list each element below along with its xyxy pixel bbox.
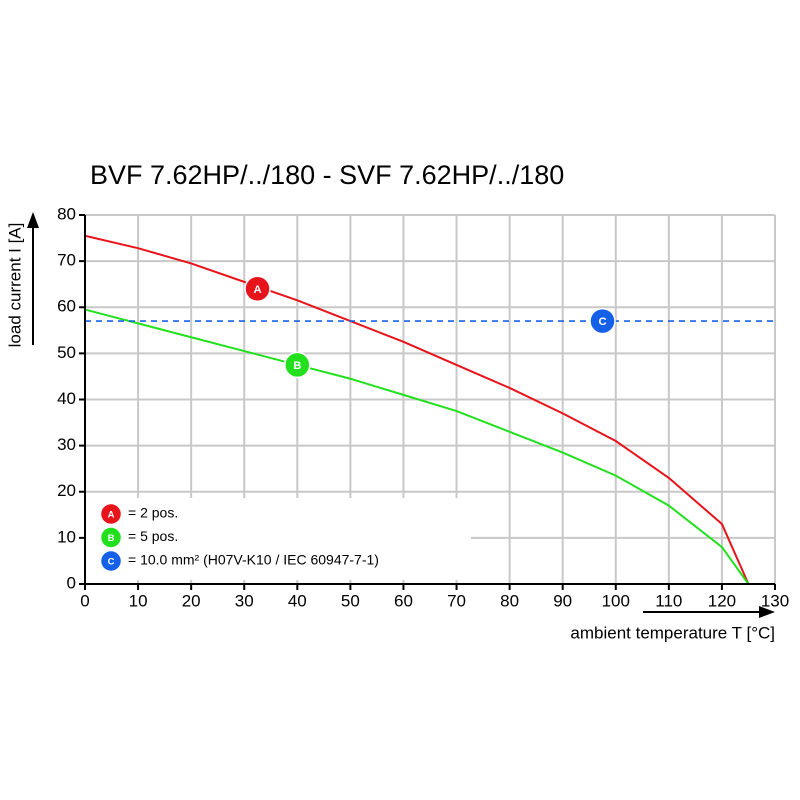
badge: B [99, 526, 123, 549]
y-tick-label: 30 [57, 435, 76, 454]
y-tick-label: 60 [57, 297, 76, 316]
legend-label: = 2 pos. [128, 505, 178, 521]
badge-circle [284, 351, 311, 379]
x-tick-label: 130 [761, 591, 789, 610]
x-axis-label: ambient temperature T [°C] [570, 623, 775, 642]
legend-label: = 5 pos. [128, 528, 178, 544]
plot: A A = 2 pos. B B = 5 pos. C C = 10.0 mm² (H07V-K… [84, 234, 775, 585]
x-tick-label: 30 [235, 591, 254, 610]
badge: A [99, 502, 123, 526]
badge-circle [99, 526, 123, 549]
x-tick-label: 110 [655, 591, 682, 610]
x-tick-label: 40 [288, 591, 307, 610]
badge: A [244, 275, 271, 303]
y-tick-label: 40 [57, 389, 76, 408]
x-tick-label: 60 [394, 591, 413, 610]
badge: B [284, 351, 311, 379]
x-tick-label: 100 [602, 591, 630, 610]
x-tick-label: 0 [80, 591, 89, 610]
badge-circle [244, 275, 271, 303]
x-tick-label: 90 [553, 591, 572, 610]
y-tick-label: 70 [57, 251, 76, 270]
y-tick-label: 50 [57, 343, 76, 362]
badge-label: B [293, 360, 301, 372]
badge-label: C [598, 316, 606, 328]
x-tick-label: 70 [447, 591, 466, 610]
badge-circle [99, 549, 123, 573]
y-axis-label: load current I [A] [5, 223, 24, 348]
y-arrow-head [27, 212, 39, 228]
grid [84, 214, 776, 585]
badge-label: C [108, 557, 115, 568]
y-tick-label: 20 [57, 481, 76, 500]
x-tick-label: 20 [182, 591, 201, 610]
badge: C [99, 549, 123, 573]
chart-title: BVF 7.62HP/../180 - SVF 7.62HP/../180 [90, 160, 564, 190]
badge-label: A [253, 284, 261, 296]
badge-label: B [108, 533, 115, 544]
badge: C [589, 307, 616, 335]
x-arrow-head [759, 606, 775, 618]
x-tick-label: 10 [129, 591, 148, 610]
legend-label: = 10.0 mm² (H07V-K10 / IEC 60947-7-1) [128, 552, 379, 568]
badge-circle [589, 307, 616, 335]
y-tick-label: 10 [57, 527, 76, 546]
y-tick-label: 80 [57, 204, 76, 223]
x-tick-label: 50 [341, 591, 360, 610]
y-tick-label: 0 [67, 573, 76, 592]
badge-circle [99, 502, 123, 526]
x-tick-label: 80 [500, 591, 519, 610]
legend-box [86, 498, 471, 580]
series-line [84, 308, 750, 585]
badge-label: A [108, 510, 115, 521]
series-line [84, 234, 750, 585]
x-tick-label: 120 [708, 591, 736, 610]
